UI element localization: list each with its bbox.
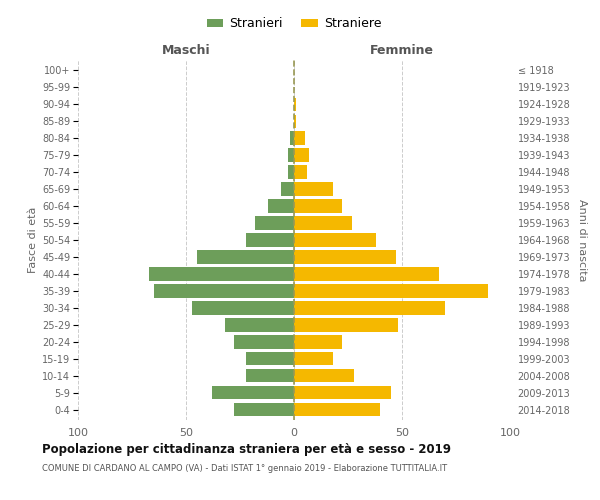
- Text: COMUNE DI CARDANO AL CAMPO (VA) - Dati ISTAT 1° gennaio 2019 - Elaborazione TUTT: COMUNE DI CARDANO AL CAMPO (VA) - Dati I…: [42, 464, 447, 473]
- Bar: [294, 403, 380, 416]
- Bar: [193, 302, 294, 314]
- Bar: [281, 182, 294, 196]
- Bar: [294, 166, 307, 178]
- Text: Popolazione per cittadinanza straniera per età e sesso - 2019: Popolazione per cittadinanza straniera p…: [42, 442, 451, 456]
- Bar: [247, 234, 294, 246]
- Bar: [294, 284, 488, 298]
- Bar: [287, 148, 294, 162]
- Bar: [268, 200, 294, 212]
- Bar: [290, 132, 294, 144]
- Bar: [294, 234, 376, 246]
- Bar: [294, 336, 341, 348]
- Bar: [294, 200, 341, 212]
- Text: Femmine: Femmine: [370, 44, 434, 58]
- Bar: [294, 369, 355, 382]
- Bar: [294, 302, 445, 314]
- Bar: [294, 132, 305, 144]
- Bar: [233, 336, 294, 348]
- Bar: [294, 98, 296, 111]
- Bar: [225, 318, 294, 332]
- Bar: [154, 284, 294, 298]
- Bar: [294, 182, 333, 196]
- Bar: [287, 166, 294, 178]
- Bar: [149, 268, 294, 280]
- Bar: [212, 386, 294, 400]
- Bar: [294, 216, 352, 230]
- Bar: [294, 250, 395, 264]
- Bar: [294, 318, 398, 332]
- Bar: [294, 114, 296, 128]
- Bar: [247, 369, 294, 382]
- Legend: Stranieri, Straniere: Stranieri, Straniere: [202, 12, 386, 36]
- Bar: [197, 250, 294, 264]
- Bar: [294, 148, 309, 162]
- Y-axis label: Fasce di età: Fasce di età: [28, 207, 38, 273]
- Bar: [294, 386, 391, 400]
- Text: Maschi: Maschi: [161, 44, 211, 58]
- Bar: [247, 352, 294, 366]
- Bar: [294, 268, 439, 280]
- Bar: [294, 352, 333, 366]
- Bar: [233, 403, 294, 416]
- Y-axis label: Anni di nascita: Anni di nascita: [577, 198, 587, 281]
- Bar: [255, 216, 294, 230]
